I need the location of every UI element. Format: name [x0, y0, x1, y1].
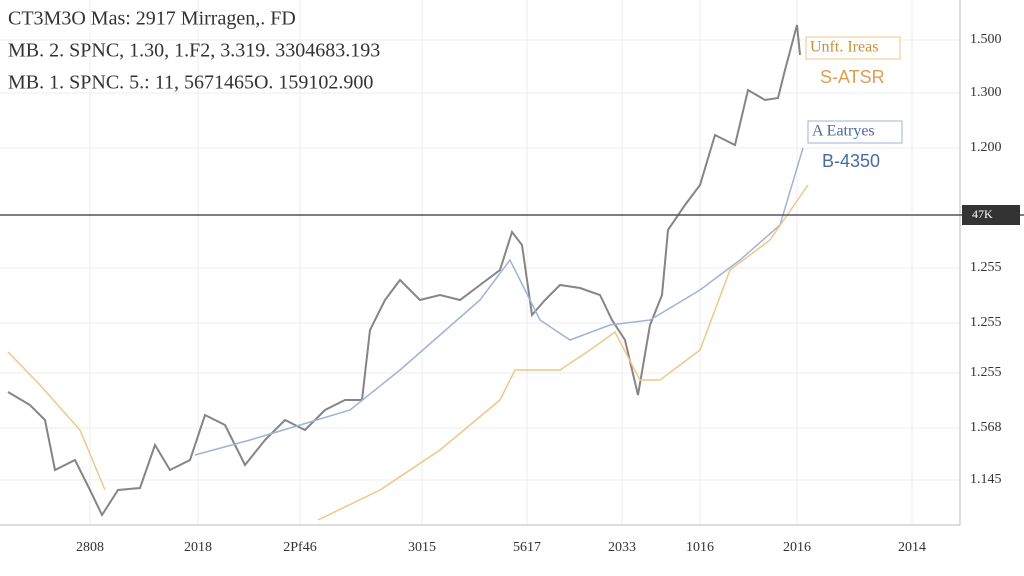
- series-line: [7, 351, 106, 491]
- x-tick-label: 2016: [783, 540, 811, 555]
- y-tick-label: 1.200: [970, 140, 1002, 155]
- legend-label: A Eatryes: [812, 123, 875, 140]
- x-tick-label: 2014: [898, 540, 926, 555]
- y-tick-label: 1.255: [970, 365, 1002, 380]
- x-tick-label: 2808: [76, 540, 104, 555]
- series-line: [7, 24, 801, 518]
- price-label: 47K: [972, 207, 993, 221]
- price-label-box: [962, 205, 1020, 225]
- x-tick-label: 5617: [513, 540, 541, 555]
- y-tick-label: 1.568: [970, 420, 1002, 435]
- y-tick-label: 1.145: [970, 472, 1002, 487]
- subtitle: MB. 2. SPNC, 1.30, 1.F2, 3.319. 3304683.…: [8, 40, 380, 62]
- series-line: [317, 184, 809, 521]
- series-line: [194, 147, 804, 456]
- legend-label: Unft. Ireas: [810, 39, 878, 56]
- legend-tag: S-ATSR: [820, 67, 885, 87]
- legend-tag: B-4350: [822, 151, 880, 171]
- y-tick-label: 1.255: [970, 315, 1002, 330]
- legend-box: [805, 36, 901, 60]
- subtitle: MB. 1. SPNC. 5.: 11, 5671465O. 159102.90…: [8, 72, 373, 94]
- legend-box: [807, 120, 903, 144]
- y-tick-label: 1.500: [970, 32, 1002, 47]
- x-tick-label: 2018: [184, 540, 212, 555]
- x-tick-label: 2Pf46: [283, 540, 316, 555]
- x-tick-label: 1016: [686, 540, 714, 555]
- x-tick-label: 3015: [408, 540, 436, 555]
- x-tick-label: 2033: [608, 540, 636, 555]
- y-tick-label: 1.300: [970, 85, 1002, 100]
- chart-title: CT3M3O Mas: 2917 Mirragen,. FD: [8, 8, 296, 30]
- y-tick-label: 1.255: [970, 260, 1002, 275]
